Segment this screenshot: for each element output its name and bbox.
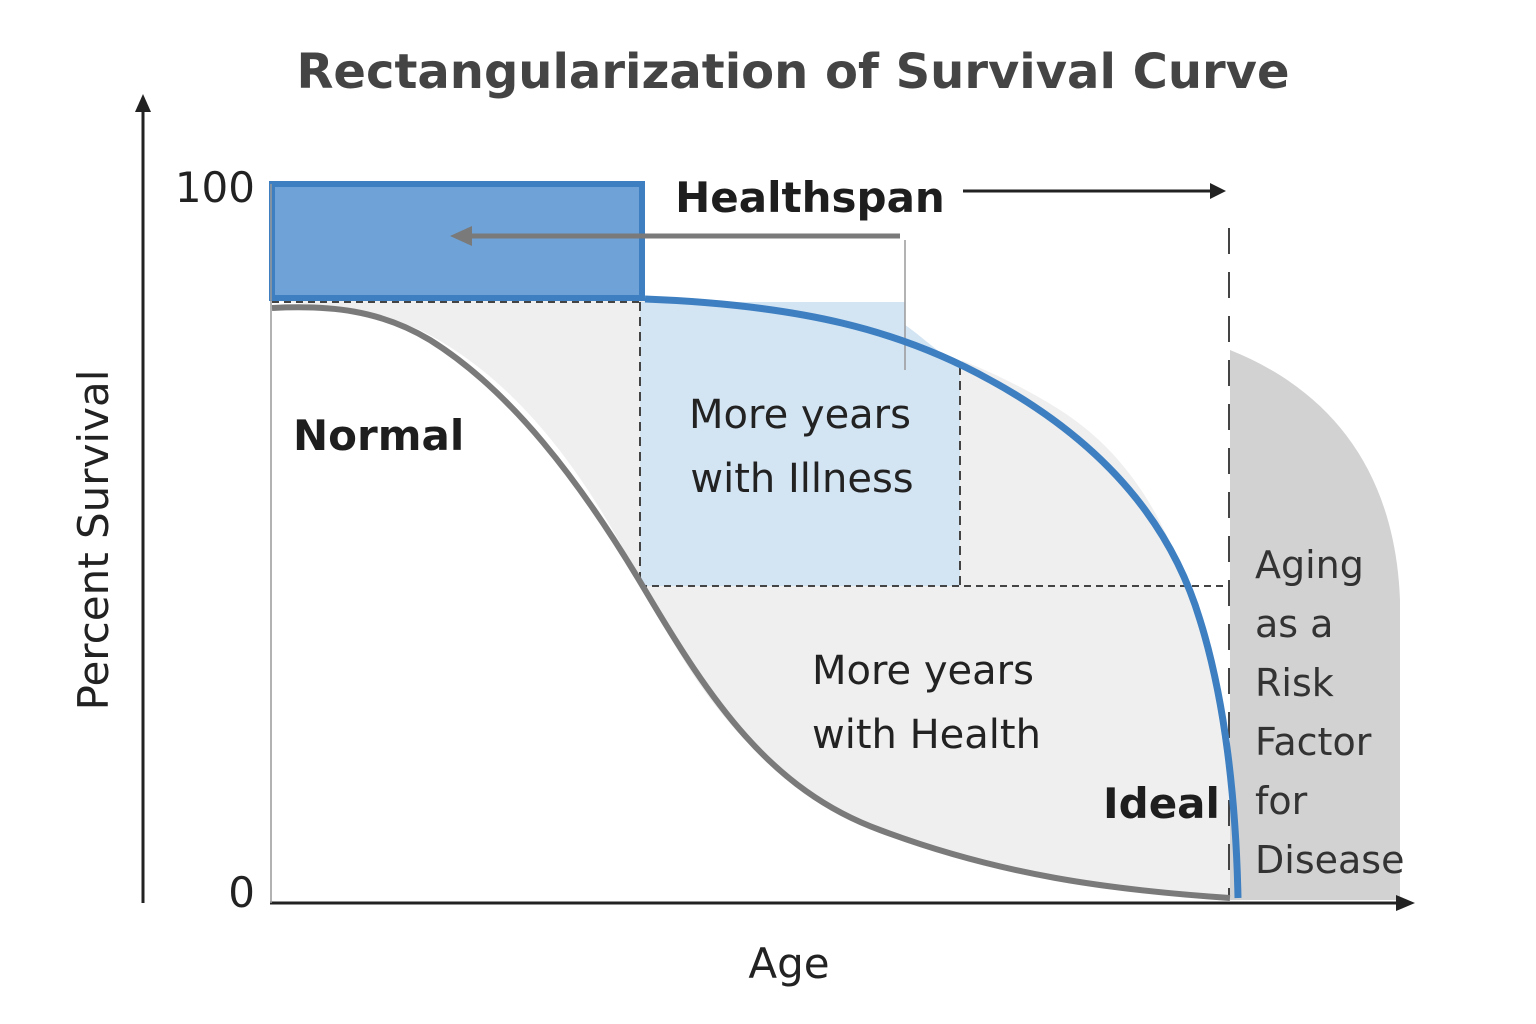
gap-region (272, 300, 1238, 895)
aging-label-line-3: Risk (1255, 661, 1334, 705)
aging-label-line-2: as a (1255, 602, 1333, 646)
diagram-title: Rectangularization of Survival Curve (296, 44, 1289, 100)
aging-label-line-6: Disease (1255, 838, 1404, 882)
aging-label-line-4: Factor (1255, 720, 1372, 764)
x-axis-label: Age (748, 939, 829, 988)
illness-region (640, 302, 960, 586)
aging-region (1230, 350, 1400, 900)
healthspan-box (269, 181, 645, 301)
y-tick-100: 100 (175, 163, 255, 212)
aging-label-line-1: Aging (1255, 543, 1364, 587)
healthspan-arrow-left-head (450, 226, 472, 246)
healthspan-arrow-right-head (1210, 183, 1226, 199)
illness-label-line-1: More years (689, 392, 911, 438)
illness-label-line-2: with Illness (690, 456, 913, 502)
y-tick-0: 0 (228, 868, 255, 917)
white-above-ideal (905, 302, 962, 368)
health-label-line-2: with Health (812, 712, 1041, 758)
aging-label-line-5: for (1255, 779, 1308, 823)
ideal-curve (644, 295, 1242, 899)
health-label-line-1: More years (812, 648, 1034, 694)
healthspan-label: Healthspan (675, 173, 945, 222)
y-axis-label: Percent Survival (69, 370, 118, 711)
normal-label: Normal (293, 411, 464, 460)
normal-curve (271, 304, 1231, 901)
y-axis-arrowhead (135, 94, 151, 112)
x-axis-arrowhead (1396, 895, 1415, 911)
ideal-label: Ideal (1103, 779, 1220, 828)
